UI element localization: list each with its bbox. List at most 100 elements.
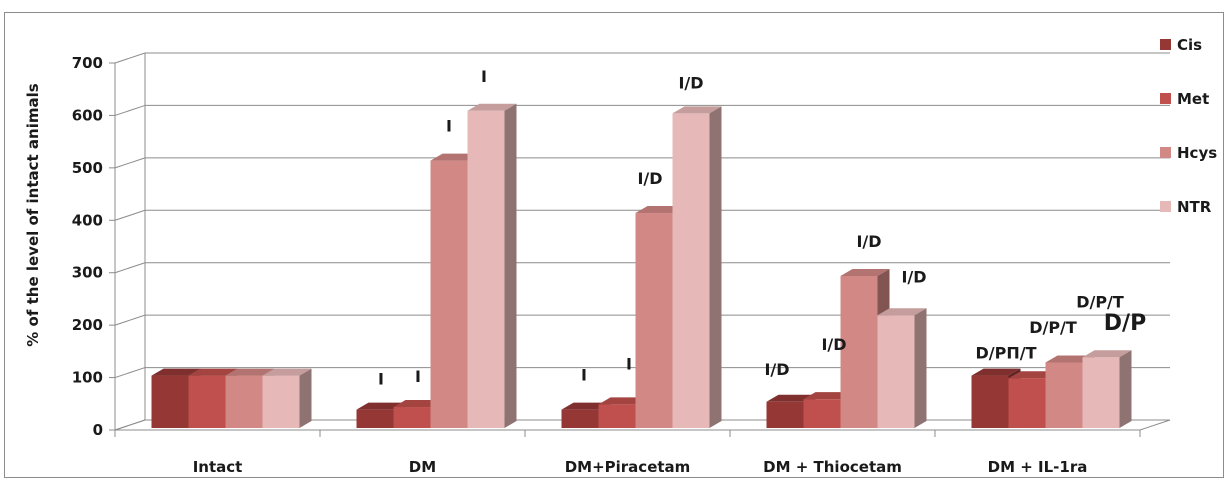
legend: Cis Met Hcys NTR (1160, 36, 1217, 216)
bar-side (914, 308, 927, 428)
bar-top (877, 308, 927, 316)
y-axis: 0 100 200 300 400 500 600 700 (72, 53, 146, 439)
legend-swatch (1160, 201, 1171, 212)
annotation: I/D (678, 73, 703, 92)
bar-front (430, 160, 468, 428)
annotation: I (626, 354, 632, 373)
bar-top (803, 392, 853, 400)
annotation: I (481, 67, 487, 86)
annotation: I (378, 370, 384, 389)
y-tick-label: 500 (72, 159, 103, 177)
bar-front (356, 409, 394, 428)
y-tick-label: 400 (72, 211, 103, 229)
bars (151, 103, 1132, 429)
legend-label: Cis (1177, 36, 1202, 54)
bar-top (1045, 355, 1095, 363)
y-tick-label: 200 (72, 316, 103, 334)
annotation: I/D (901, 267, 926, 286)
annotation: D/P/T (1029, 318, 1077, 337)
bar-top (356, 402, 406, 410)
y-tick-label: 300 (72, 264, 103, 282)
legend-label: Hcys (1177, 144, 1217, 162)
x-tick-label: Intact (193, 458, 243, 476)
gridline-side (114, 419, 146, 431)
gridline-side (114, 314, 146, 326)
bar-front (262, 375, 300, 428)
bar-front (393, 407, 431, 428)
bar-top (598, 397, 648, 405)
x-tick-label: DM+Piracetam (565, 458, 691, 476)
annotation: I/D (821, 335, 846, 354)
bar-ntr-1 (467, 103, 517, 429)
x-tick-label: DM + Thiocetam (763, 458, 902, 476)
bar-front (840, 275, 878, 428)
gridline-side (114, 157, 146, 169)
bar-top (672, 106, 722, 114)
annotation: I/D (637, 169, 662, 188)
y-tick-label: 700 (72, 54, 103, 72)
legend-swatch (1160, 93, 1171, 104)
bar-ntr-0 (262, 368, 312, 428)
legend-swatch (1160, 39, 1171, 50)
annotation: I (581, 366, 587, 385)
bar-front (803, 399, 841, 428)
bar-top (766, 394, 816, 402)
y-tick-label: 600 (72, 106, 103, 124)
bar-front (877, 315, 915, 428)
x-tick-label: DM + IL-1ra (988, 458, 1088, 476)
legend-item-ntr: NTR (1160, 198, 1212, 216)
bar-ntr-3 (877, 308, 927, 428)
y-axis-label: % of the level of intact animals (24, 83, 42, 346)
bar-front (1045, 362, 1083, 428)
bar-top (971, 368, 1021, 376)
gridline-side (114, 52, 146, 64)
bar-front (467, 110, 505, 429)
legend-swatch (1160, 147, 1171, 158)
gridline-side (114, 367, 146, 379)
x-tick-label: DM (409, 458, 436, 476)
annotation: I/D (764, 360, 789, 379)
bar-front (151, 375, 189, 428)
gridline-side (114, 104, 146, 116)
annotation: D/P (1104, 311, 1146, 336)
bar-front (1082, 357, 1120, 428)
bar-top (840, 268, 890, 276)
bar-top (225, 368, 275, 376)
bar-top (1082, 350, 1132, 358)
legend-item-met: Met (1160, 90, 1209, 108)
bar-front (598, 404, 636, 428)
bar-front (188, 375, 226, 428)
bar-top (188, 368, 238, 376)
legend-label: NTR (1177, 198, 1212, 216)
legend-label: Met (1177, 90, 1209, 108)
bar-top (151, 368, 201, 376)
x-axis: Intact DM DM+Piracetam DM + Thiocetam DM + I… (114, 429, 1141, 476)
bar-top (430, 153, 480, 161)
bar-side (504, 103, 517, 429)
bar-front (1008, 378, 1046, 428)
gridline-side (114, 262, 146, 274)
annotation: I/D (856, 232, 881, 251)
annotations: I I I I I I I/D I/D I/D I/D I/D I/D D/PП/T D/P/T D/P/T… (378, 67, 1146, 389)
gridline-side (114, 209, 146, 221)
y-tick-label: 0 (93, 421, 103, 439)
bar-front (971, 375, 1009, 428)
bar-top (1008, 371, 1058, 379)
bar-front (672, 113, 710, 428)
bar-top (262, 368, 312, 376)
annotation: I (415, 367, 421, 386)
y-tick-label: 100 (72, 369, 103, 387)
bar-side (1119, 350, 1132, 428)
annotation: D/PП/T (976, 344, 1037, 363)
legend-item-cis: Cis (1160, 36, 1202, 54)
bar-front (766, 401, 804, 428)
bar-top (467, 103, 517, 111)
bar-side (299, 368, 312, 428)
bar-side (709, 106, 722, 428)
legend-item-hcys: Hcys (1160, 144, 1217, 162)
bar-ntr-2 (672, 106, 722, 428)
bar-front (635, 213, 673, 428)
bar-front (561, 409, 599, 428)
annotation: D/P/T (1076, 292, 1124, 311)
